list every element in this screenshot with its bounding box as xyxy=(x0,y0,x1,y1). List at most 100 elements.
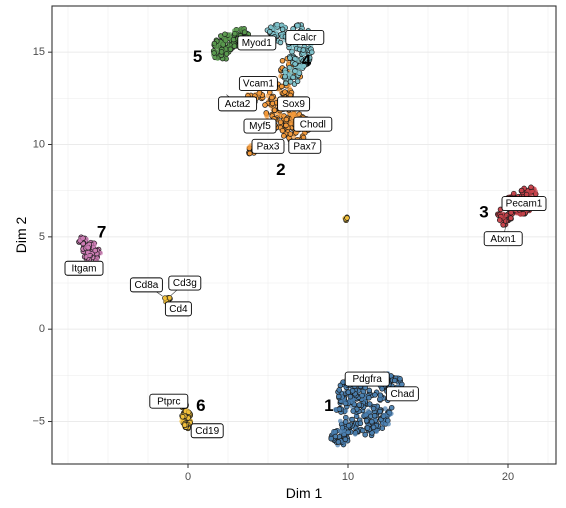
cluster-4-point xyxy=(271,26,277,32)
cluster-3-point xyxy=(511,190,517,197)
cluster-5-point xyxy=(222,31,228,37)
cluster-4-point xyxy=(287,71,293,77)
gene-label-box xyxy=(483,231,523,247)
cluster-extra-7-point xyxy=(344,215,350,221)
gene-label: Myod1 xyxy=(242,38,272,49)
cluster-1-point xyxy=(331,429,336,435)
cluster-3-point xyxy=(518,187,525,194)
cluster-1-point xyxy=(388,411,394,417)
cluster-6-point xyxy=(183,408,189,414)
gene-label: Calcr xyxy=(293,33,317,44)
cluster-5-point xyxy=(211,50,217,56)
cluster-number-label: 2 xyxy=(276,160,285,179)
cluster-3-point xyxy=(533,189,538,195)
cluster-4-point xyxy=(301,51,307,57)
gene-label: Cd3g xyxy=(173,278,197,289)
gene-label-box xyxy=(501,196,547,212)
cluster-1-point xyxy=(342,419,349,425)
cluster-7-point xyxy=(91,242,97,248)
cluster-3-point xyxy=(496,217,503,223)
cluster-2-point xyxy=(279,83,285,90)
cluster-1-point xyxy=(370,424,377,431)
cluster-1-point xyxy=(349,416,355,423)
gene-label: Chodl xyxy=(300,119,326,130)
cluster-4-point xyxy=(289,48,295,55)
cluster-4-point xyxy=(294,78,301,85)
cluster-1-point xyxy=(380,421,386,426)
cluster-1-point xyxy=(362,431,368,438)
y-tick-label: 15 xyxy=(33,46,45,58)
cluster-extra-7-point xyxy=(166,295,173,301)
gene-label: Myf5 xyxy=(249,121,271,132)
cluster-1-point xyxy=(336,393,342,400)
cluster-1-point xyxy=(349,388,356,394)
cluster-5-point xyxy=(218,49,225,55)
cluster-1-point xyxy=(386,421,391,427)
x-tick-label: 0 xyxy=(185,471,191,483)
gene-label-box xyxy=(218,96,258,112)
cluster-1-point xyxy=(360,427,366,434)
cluster-1-point xyxy=(388,404,395,411)
cluster-6-point xyxy=(181,422,188,428)
cluster-4-point xyxy=(289,44,295,50)
gene-label-box xyxy=(237,35,277,51)
cluster-4-point xyxy=(275,22,280,28)
cluster-1-point xyxy=(378,396,384,401)
cluster-3-point xyxy=(508,215,514,221)
cluster-2-point xyxy=(279,127,286,134)
cluster-7-point xyxy=(78,236,84,242)
cluster-1-point xyxy=(369,430,375,436)
cluster-2-point xyxy=(283,116,290,123)
gene-label: Cd8a xyxy=(134,280,158,291)
cluster-1-point xyxy=(342,430,347,436)
cluster-4-point xyxy=(295,69,301,75)
cluster-2-point xyxy=(287,131,294,137)
cluster-2-point xyxy=(247,150,253,157)
gene-label: Pax3 xyxy=(257,141,280,152)
cluster-4-point xyxy=(267,29,273,35)
cluster-4-point xyxy=(282,73,288,80)
cluster-4-point xyxy=(279,26,286,33)
cluster-5-point xyxy=(215,56,221,61)
gene-label: Atxn1 xyxy=(490,234,516,245)
cluster-4-point xyxy=(290,74,296,81)
cluster-2-point xyxy=(263,112,269,118)
cluster-4-point xyxy=(292,61,298,67)
gene-label-box xyxy=(238,76,278,92)
cluster-5-point xyxy=(227,46,234,53)
cluster-1-point xyxy=(379,386,385,392)
cluster-1-point xyxy=(352,431,358,437)
gene-label-box xyxy=(288,138,322,154)
cluster-2-point xyxy=(277,112,283,117)
cluster-3-point xyxy=(503,218,509,224)
gene-label: Cd4 xyxy=(169,304,188,315)
cluster-4-point xyxy=(287,55,293,61)
cluster-1-point xyxy=(382,406,388,412)
cluster-5-point xyxy=(223,37,229,43)
gene-label-box xyxy=(277,96,311,112)
cluster-4-point xyxy=(309,49,315,55)
cluster-1-point xyxy=(347,398,353,404)
cluster-1-point xyxy=(336,387,342,393)
cluster-1-point xyxy=(342,436,349,443)
cluster-4-point xyxy=(300,47,307,53)
cluster-number-label: 6 xyxy=(196,396,205,415)
cluster-5-point xyxy=(219,41,225,46)
cluster-7-point xyxy=(92,247,98,254)
cluster-1-point xyxy=(377,408,383,415)
gene-label: Pdgfra xyxy=(352,374,382,385)
cluster-2-point xyxy=(262,102,268,108)
cluster-3-point xyxy=(500,222,506,228)
gene-label-box xyxy=(168,275,202,291)
cluster-3-point xyxy=(518,212,524,217)
cluster-1-point xyxy=(343,408,349,414)
cluster-4-point xyxy=(282,69,288,75)
gene-label-box xyxy=(164,301,192,317)
gene-label: Acta2 xyxy=(225,99,251,110)
cluster-5-point xyxy=(223,51,230,57)
gene-label: Vcam1 xyxy=(243,79,275,90)
gene-label: Cd19 xyxy=(195,426,219,437)
cluster-7-point xyxy=(84,243,90,249)
